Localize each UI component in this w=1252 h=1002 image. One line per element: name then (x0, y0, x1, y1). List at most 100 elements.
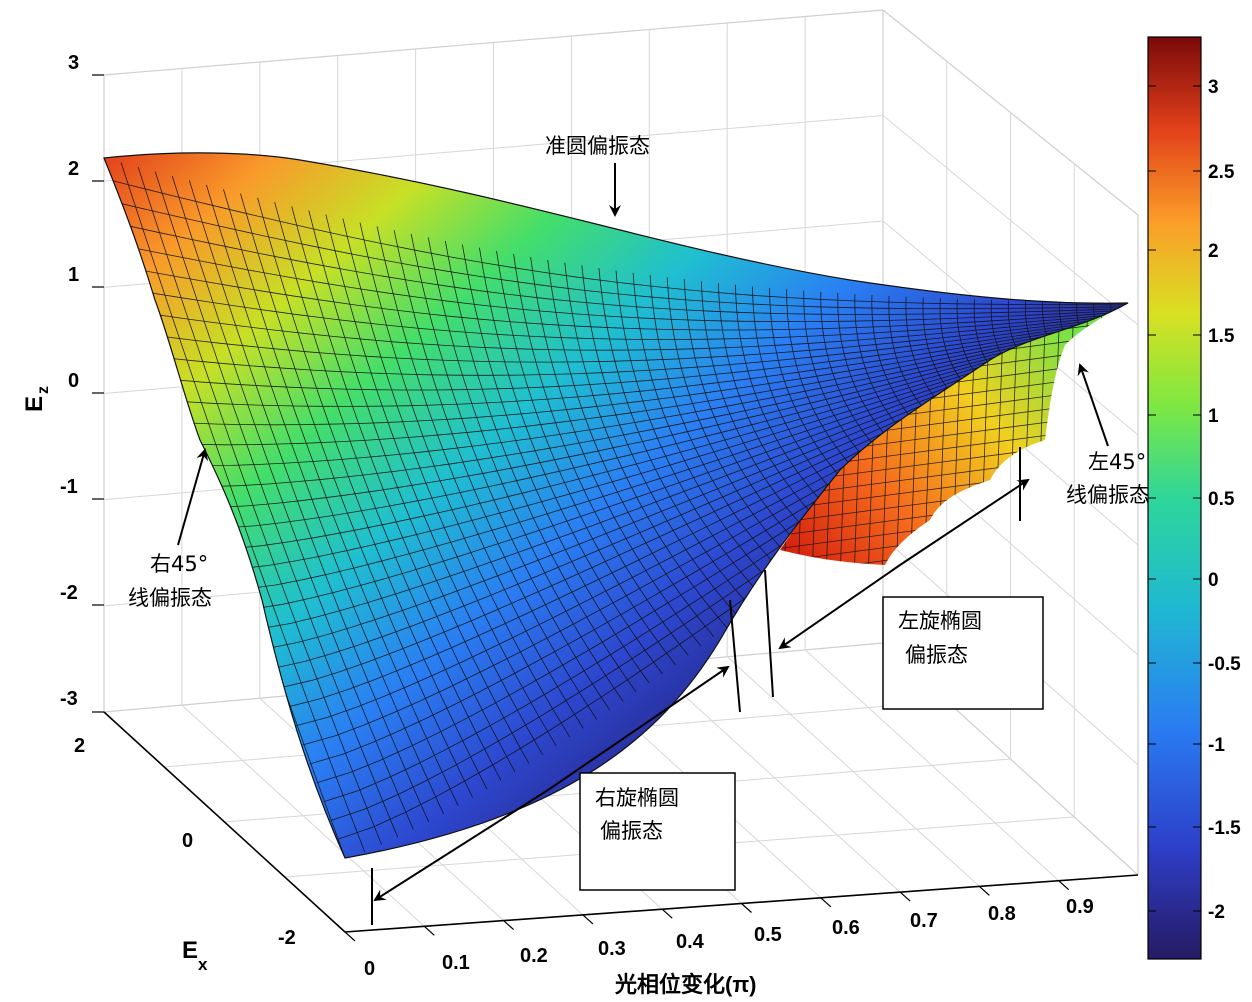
mesh-line (203, 321, 1128, 466)
svg-text:E: E (182, 937, 198, 964)
mesh-line (217, 322, 1128, 508)
x-tick-mark (661, 908, 673, 919)
x-tick-label: 0.2 (520, 945, 548, 967)
z-tick-label: 1 (68, 264, 79, 286)
colorbar (1147, 36, 1202, 960)
mesh-line (683, 279, 815, 562)
z-tick-label: 3 (68, 52, 79, 74)
x-tick-label: 0.6 (832, 917, 860, 939)
x-tick-mark (820, 897, 832, 908)
annotation-box-left-ellipse (882, 596, 1044, 710)
mesh-line (132, 247, 1128, 322)
x-tick-label: 0.9 (1066, 896, 1094, 918)
annotation-right-ellipse-line1: 右旋椭圆 (595, 786, 679, 810)
mesh-line (376, 226, 584, 729)
x-tick-mark (503, 920, 515, 931)
colorbar-tick-label: -2 (1208, 902, 1225, 923)
annotation-arrow (177, 448, 209, 546)
mesh-line (359, 222, 571, 738)
colorbar-tick-label: 2 (1208, 241, 1219, 262)
x-tick-label: 0.3 (598, 938, 626, 960)
left-ellipse-range-arrow (778, 564, 901, 650)
z-axis-label: E z (21, 386, 52, 412)
mesh-line (167, 317, 1128, 376)
annotation-right45-line1: 右45° (150, 552, 208, 576)
colorbar-tick-label: 0 (1208, 570, 1219, 591)
mesh-line (427, 237, 624, 702)
x-tick-mark (344, 931, 356, 942)
annotation-left45-line1: 左45° (1088, 450, 1146, 474)
x-tick-label: 0.4 (676, 931, 705, 953)
x-tick-mark (741, 903, 752, 913)
mesh-line (171, 175, 414, 830)
mesh-line (1077, 303, 1089, 565)
mesh-line (231, 322, 1128, 549)
x-tick-mark (582, 914, 594, 925)
mesh-line (210, 322, 1128, 487)
mesh-line (174, 318, 1128, 391)
z-tick-label: -2 (60, 582, 78, 604)
mesh-line (125, 224, 1128, 315)
mesh-line (160, 316, 1128, 363)
annotation-left-ellipse-line2: 偏振态 (905, 643, 968, 667)
mesh-line (513, 253, 689, 656)
mesh-line (581, 265, 740, 619)
mesh-line (666, 277, 803, 571)
mesh-line (146, 291, 1128, 340)
mesh-line (780, 552, 1128, 565)
mesh-line (530, 257, 702, 647)
mesh-line (496, 250, 676, 665)
mesh-line (139, 269, 1128, 331)
mesh-line (206, 184, 444, 815)
mesh-line (479, 247, 663, 675)
mesh-line (153, 313, 1128, 351)
mesh-line (188, 180, 430, 823)
mesh-line (154, 171, 399, 838)
y-axis-label: E x (182, 937, 208, 974)
svg-text:z: z (35, 386, 52, 394)
mesh-line (462, 244, 650, 684)
annotation-left-ellipse-line1: 左旋椭圆 (898, 609, 982, 633)
z-tick-label: -1 (60, 476, 78, 498)
mesh-line (632, 272, 778, 590)
z-tick-label: -3 (60, 688, 78, 710)
grid-line (103, 114, 1139, 326)
colorbar-tick-label: -0.5 (1208, 654, 1241, 675)
mesh-line (649, 275, 790, 581)
mesh-line (257, 197, 488, 790)
annotation-box-right-ellipse (579, 772, 736, 891)
mesh-line (547, 259, 715, 638)
mesh-line (308, 210, 530, 764)
z-tick-label: 2 (68, 158, 79, 180)
mesh-line (1119, 303, 1128, 565)
right-ellipse-range-arrow (373, 789, 549, 902)
mesh-line (1105, 303, 1117, 565)
x-tick-mark (899, 891, 911, 902)
left-ellipse-range-arrow (899, 478, 1030, 566)
annotation-quasi-circular: 准圆偏振态 (545, 134, 650, 158)
mesh-line (224, 322, 1128, 529)
x-tick-mark (423, 925, 435, 936)
mesh-line (238, 322, 1128, 570)
mesh-line (274, 202, 502, 781)
colorbar-tick-label: -1 (1208, 735, 1225, 756)
mesh-line (342, 218, 557, 747)
x-tick-label: 0.8 (988, 903, 1016, 925)
colorbar-tick-label: -1.5 (1208, 818, 1241, 839)
mesh-line (444, 240, 637, 693)
x-tick-mark (1058, 880, 1070, 891)
mesh-line (615, 270, 765, 600)
colorbar-tick-label: 1.5 (1208, 326, 1235, 347)
x-tick-label: 0.1 (442, 952, 470, 974)
mesh-line (291, 206, 516, 773)
annotation-right-ellipse-line2: 偏振态 (600, 819, 663, 843)
mesh-line (564, 262, 727, 628)
colorbar-ticks (1148, 85, 1201, 912)
colorbar-tick-label: 2.5 (1208, 162, 1235, 183)
mesh-line (410, 233, 611, 711)
mesh-line (196, 321, 1128, 446)
colorbar-tick-label: 3 (1208, 77, 1219, 98)
x-axis-ticks (344, 880, 1070, 942)
